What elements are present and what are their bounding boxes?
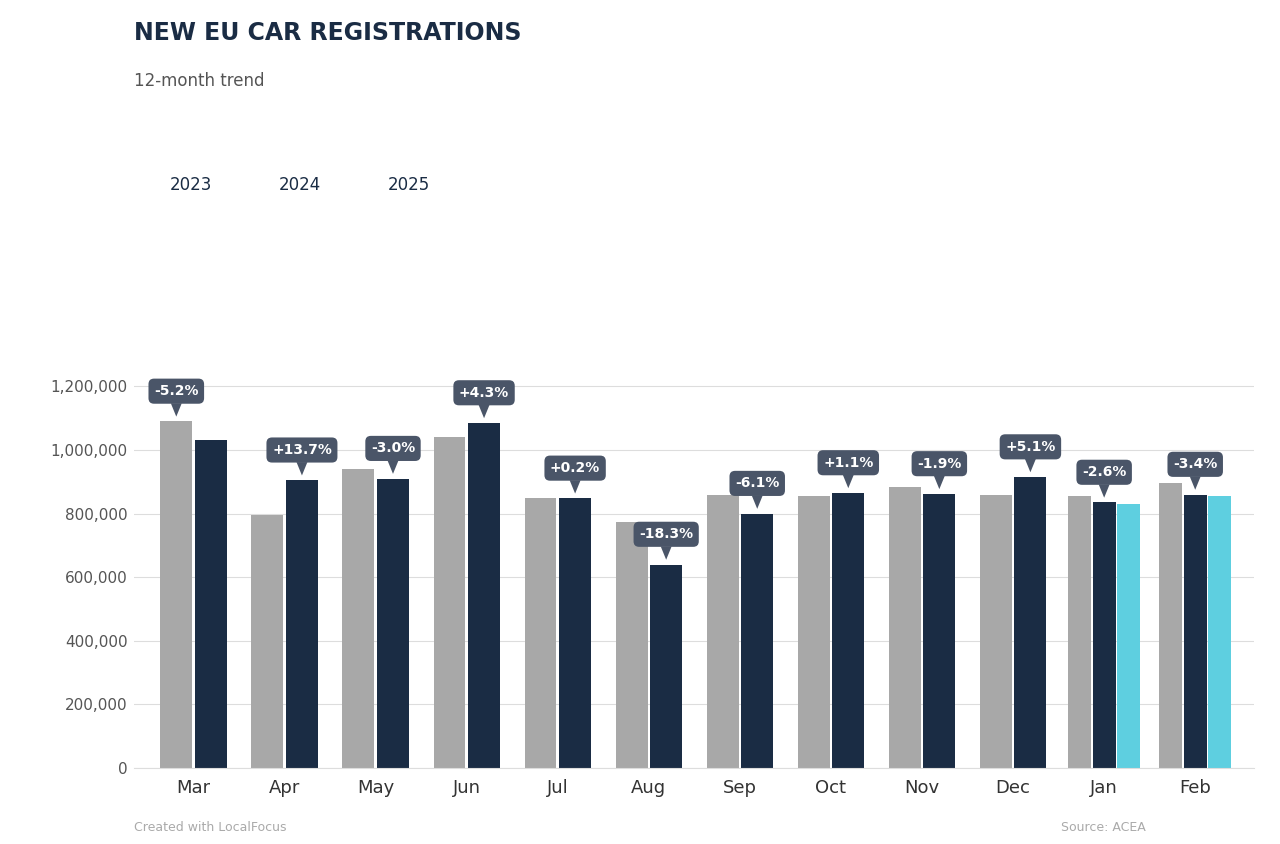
Polygon shape [479,405,489,419]
Polygon shape [170,403,182,417]
Bar [1015,477,1046,768]
Bar [525,498,557,768]
Bar [160,421,192,768]
Polygon shape [388,461,398,473]
Text: +0.2%: +0.2% [550,461,600,475]
Text: 2023: 2023 [170,176,212,194]
Text: 2025: 2025 [388,176,430,194]
Text: -18.3%: -18.3% [639,528,694,541]
Bar [1117,504,1140,768]
Polygon shape [1025,459,1036,473]
Text: -3.0%: -3.0% [371,441,415,456]
Text: -1.9%: -1.9% [918,457,961,471]
Bar [616,522,648,768]
Text: Source: ACEA: Source: ACEA [1061,821,1146,834]
Bar [832,493,864,768]
Polygon shape [660,546,672,560]
Text: 2024: 2024 [279,176,321,194]
Text: NEW EU CAR REGISTRATIONS: NEW EU CAR REGISTRATIONS [134,21,522,45]
Text: +1.1%: +1.1% [823,456,873,470]
Bar [559,498,591,768]
Text: 12-month trend: 12-month trend [134,72,265,89]
Text: +4.3%: +4.3% [460,386,509,400]
Text: EUROPEAN UNION  ∨: EUROPEAN UNION ∨ [142,116,320,131]
Bar [1208,496,1231,768]
Bar [797,496,829,768]
Bar [343,469,374,768]
Bar [378,479,408,768]
Bar [468,423,500,768]
Polygon shape [570,480,581,494]
Bar [650,565,682,768]
Bar [923,494,955,768]
Bar [251,515,283,768]
Text: -5.2%: -5.2% [154,384,198,398]
Bar [195,441,227,768]
Polygon shape [1189,476,1201,490]
Text: +13.7%: +13.7% [273,443,332,457]
Polygon shape [751,495,763,509]
Polygon shape [297,463,307,475]
Text: -6.1%: -6.1% [735,476,780,490]
Bar [1160,484,1181,768]
Polygon shape [842,475,854,488]
Bar [980,495,1011,768]
Text: -3.4%: -3.4% [1172,457,1217,471]
Polygon shape [1098,484,1110,498]
Bar [1069,496,1091,768]
Bar [1093,502,1116,768]
Text: -2.6%: -2.6% [1082,465,1126,479]
Bar [741,514,773,768]
Text: Created with LocalFocus: Created with LocalFocus [134,821,287,834]
Bar [888,487,920,768]
Text: +5.1%: +5.1% [1005,440,1056,454]
Bar [707,495,739,768]
Bar [434,437,466,768]
Bar [285,480,317,768]
Polygon shape [934,476,945,490]
Bar [1184,495,1207,768]
